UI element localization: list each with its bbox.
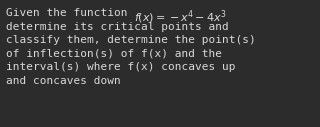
Text: Given the function: Given the function — [6, 8, 134, 18]
Text: classify them, determine the point(s): classify them, determine the point(s) — [6, 35, 256, 45]
Text: interval(s) where f(x) concaves up: interval(s) where f(x) concaves up — [6, 62, 236, 72]
Text: of inflection(s) of f(x) and the: of inflection(s) of f(x) and the — [6, 49, 222, 59]
Text: $f(x) = -x^{4} - 4x^{3}$: $f(x) = -x^{4} - 4x^{3}$ — [134, 8, 227, 26]
Text: and concaves down: and concaves down — [6, 75, 121, 85]
Text: determine its critical points and: determine its critical points and — [6, 21, 229, 31]
